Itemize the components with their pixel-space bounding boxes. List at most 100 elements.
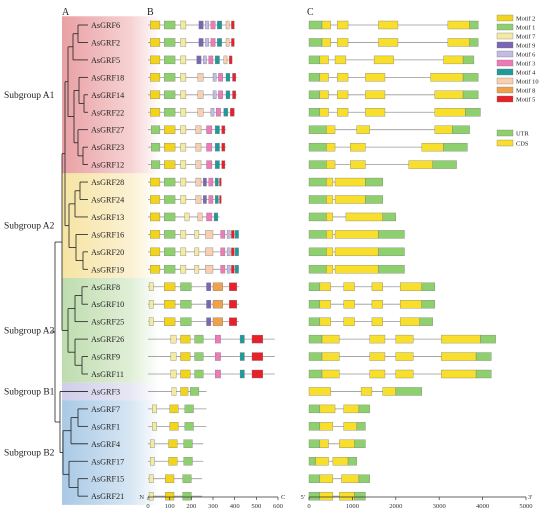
cds-block bbox=[343, 422, 357, 431]
cds-block bbox=[337, 108, 349, 117]
motif-motif-3 bbox=[220, 247, 226, 257]
cds-block bbox=[326, 177, 334, 187]
legend-label: Motif 9 bbox=[516, 43, 535, 50]
n-terminus-label: N bbox=[139, 494, 144, 501]
cds-block bbox=[308, 387, 331, 396]
utr-block bbox=[475, 369, 492, 379]
utr-block bbox=[462, 90, 479, 99]
motif-motif-10 bbox=[195, 177, 202, 187]
motif-motif-2 bbox=[164, 142, 176, 152]
utr-block bbox=[378, 265, 405, 274]
motif-motif-2 bbox=[180, 387, 189, 396]
cds-block bbox=[365, 73, 386, 82]
structure-axis-tick-label: 3000 bbox=[433, 503, 447, 510]
cds-block bbox=[319, 474, 334, 483]
motif-motif-4 bbox=[213, 212, 218, 222]
subgroup-label: Subgroup A1 bbox=[4, 91, 55, 101]
motif-motif-10 bbox=[197, 73, 204, 82]
motif-motif-7 bbox=[152, 422, 157, 431]
motif-motif-9 bbox=[198, 20, 204, 30]
utr-block bbox=[308, 38, 323, 47]
motif-motif-2 bbox=[168, 439, 178, 448]
utr-block bbox=[308, 55, 321, 65]
motif-motif-2 bbox=[180, 352, 191, 361]
cds-block bbox=[341, 474, 360, 483]
legend-swatch-motif-4 bbox=[496, 68, 514, 76]
cds-block bbox=[319, 317, 331, 326]
motif-motif-2 bbox=[164, 317, 176, 326]
cds-block bbox=[434, 108, 466, 117]
cds-block bbox=[326, 265, 334, 274]
gene-label: AsGRF14 bbox=[91, 91, 124, 100]
motif-motif-7 bbox=[180, 108, 187, 117]
utr-block bbox=[308, 317, 321, 326]
cds-block bbox=[337, 20, 349, 30]
cds-block bbox=[319, 404, 336, 414]
cds-block bbox=[326, 247, 334, 257]
cds-block bbox=[443, 55, 464, 65]
motif-motif-2 bbox=[149, 20, 161, 30]
motif-motif-7 bbox=[148, 282, 154, 291]
utr-block bbox=[308, 20, 323, 30]
motif-motif-8 bbox=[212, 317, 223, 326]
motif-motif-2 bbox=[164, 160, 176, 169]
cds-block bbox=[434, 125, 453, 134]
motif-motif-2 bbox=[169, 422, 179, 431]
legend-swatch-motif-8 bbox=[496, 86, 514, 94]
motif-motif-4 bbox=[214, 55, 220, 65]
motif-motif-9 bbox=[203, 195, 207, 204]
utr-block bbox=[308, 108, 321, 117]
motif-motif-10 bbox=[205, 247, 214, 257]
subgroup-label: Subgroup B2 bbox=[4, 449, 55, 459]
motif-motif-3 bbox=[214, 352, 221, 361]
motif-motif-4 bbox=[214, 142, 220, 152]
motif-motif-1 bbox=[164, 247, 176, 257]
motif-motif-9 bbox=[203, 177, 207, 187]
motif-motif-6 bbox=[226, 265, 231, 274]
motif-motif-1 bbox=[164, 108, 176, 117]
motif-motif-9 bbox=[206, 282, 212, 291]
utr-block bbox=[308, 404, 321, 414]
gene-label: AsGRF10 bbox=[91, 300, 124, 309]
panel-label-b: B bbox=[147, 7, 154, 18]
motif-motif-2 bbox=[165, 491, 175, 501]
motif-motif-2 bbox=[149, 265, 161, 274]
gene-label: AsGRF4 bbox=[91, 440, 120, 449]
motif-motif-8 bbox=[212, 300, 223, 309]
motif-motif-7 bbox=[180, 38, 187, 47]
motif-motif-5 bbox=[221, 160, 226, 169]
motif-motif-2 bbox=[149, 212, 161, 222]
cds-block bbox=[321, 352, 340, 361]
subgroup-band-subgroup-a2 bbox=[62, 173, 160, 279]
motif-motif-10 bbox=[205, 230, 214, 239]
motif-motif-7 bbox=[148, 317, 154, 326]
utr-block bbox=[308, 212, 327, 222]
motif-motif-10 bbox=[225, 38, 230, 47]
motif-motif-1 bbox=[180, 317, 192, 326]
motif-motif-10 bbox=[197, 212, 203, 222]
cds-block bbox=[395, 369, 414, 379]
motif-motif-7 bbox=[148, 300, 154, 309]
cds-block bbox=[326, 212, 334, 222]
motif-motif-4 bbox=[234, 265, 239, 274]
legend-label: CDS bbox=[516, 141, 529, 148]
utr-block bbox=[365, 195, 383, 204]
utr-block bbox=[308, 422, 321, 431]
cds-block bbox=[441, 352, 477, 361]
cds-block bbox=[356, 125, 370, 134]
motif-motif-5 bbox=[232, 73, 236, 82]
cds-block bbox=[369, 352, 386, 361]
subgroup-bands bbox=[62, 16, 160, 505]
motif-motif-7 bbox=[184, 212, 190, 222]
motif-motif-4 bbox=[214, 125, 220, 134]
motif-motif-5 bbox=[251, 352, 264, 361]
legend-label: Motif 6 bbox=[516, 52, 535, 59]
motif-motif-7 bbox=[170, 369, 177, 379]
motif-motif-7 bbox=[194, 247, 200, 257]
motif-motif-5 bbox=[229, 282, 238, 291]
utr-block bbox=[308, 439, 321, 448]
motif-motif-9 bbox=[206, 300, 212, 309]
legend-swatch-motif-6 bbox=[496, 50, 514, 58]
motif-legend: Motif 2 Motif 1 Motif 7 Motif 9 Motif 6 Motif… bbox=[496, 14, 539, 104]
utr-block bbox=[469, 38, 479, 47]
